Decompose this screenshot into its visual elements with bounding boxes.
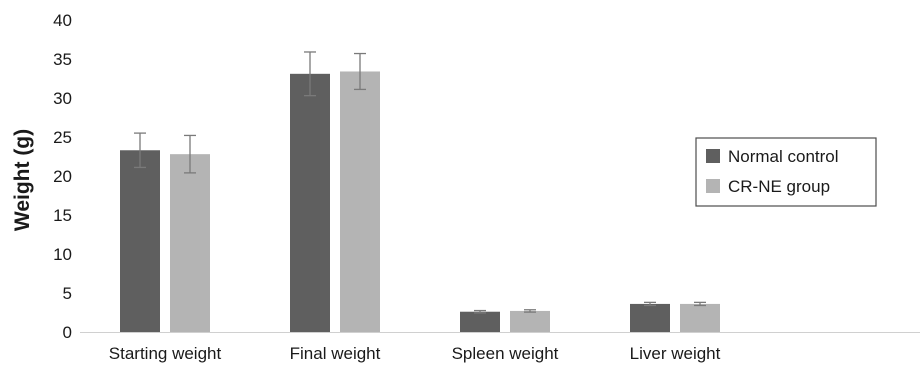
legend-box	[695, 137, 877, 207]
bar	[510, 310, 550, 332]
y-tick-label: 30	[53, 89, 72, 108]
bar	[290, 73, 330, 332]
bar	[170, 154, 210, 332]
category-label: Liver weight	[630, 344, 721, 363]
category-label: Spleen weight	[452, 344, 559, 363]
y-tick-label: 15	[53, 206, 72, 225]
category-labels: Starting weight Final weight Spleen weight…	[109, 344, 721, 363]
bars	[120, 71, 720, 332]
y-tick-label: 5	[63, 284, 72, 303]
error-bars	[134, 51, 706, 314]
bar	[460, 311, 500, 332]
bar	[630, 303, 670, 332]
bar	[680, 303, 720, 332]
legend-swatch	[706, 149, 720, 163]
bar	[340, 71, 380, 332]
y-tick-label: 25	[53, 128, 72, 147]
y-tick-label: 20	[53, 167, 72, 186]
category-label: Starting weight	[109, 344, 222, 363]
y-tick-label: 0	[63, 323, 72, 342]
legend: Normal control CR-NE group	[695, 137, 877, 207]
category-label: Final weight	[290, 344, 381, 363]
legend-label: Normal control	[728, 147, 839, 166]
bar	[120, 150, 160, 332]
legend-swatch	[706, 179, 720, 193]
y-axis-title: Weight (g)	[11, 129, 34, 231]
y-axis: 0 5 10 15 20 25 30 35 40	[53, 11, 72, 342]
y-tick-label: 40	[53, 11, 72, 30]
legend-label: CR-NE group	[728, 177, 830, 196]
y-tick-label: 10	[53, 245, 72, 264]
y-tick-label: 35	[53, 50, 72, 69]
